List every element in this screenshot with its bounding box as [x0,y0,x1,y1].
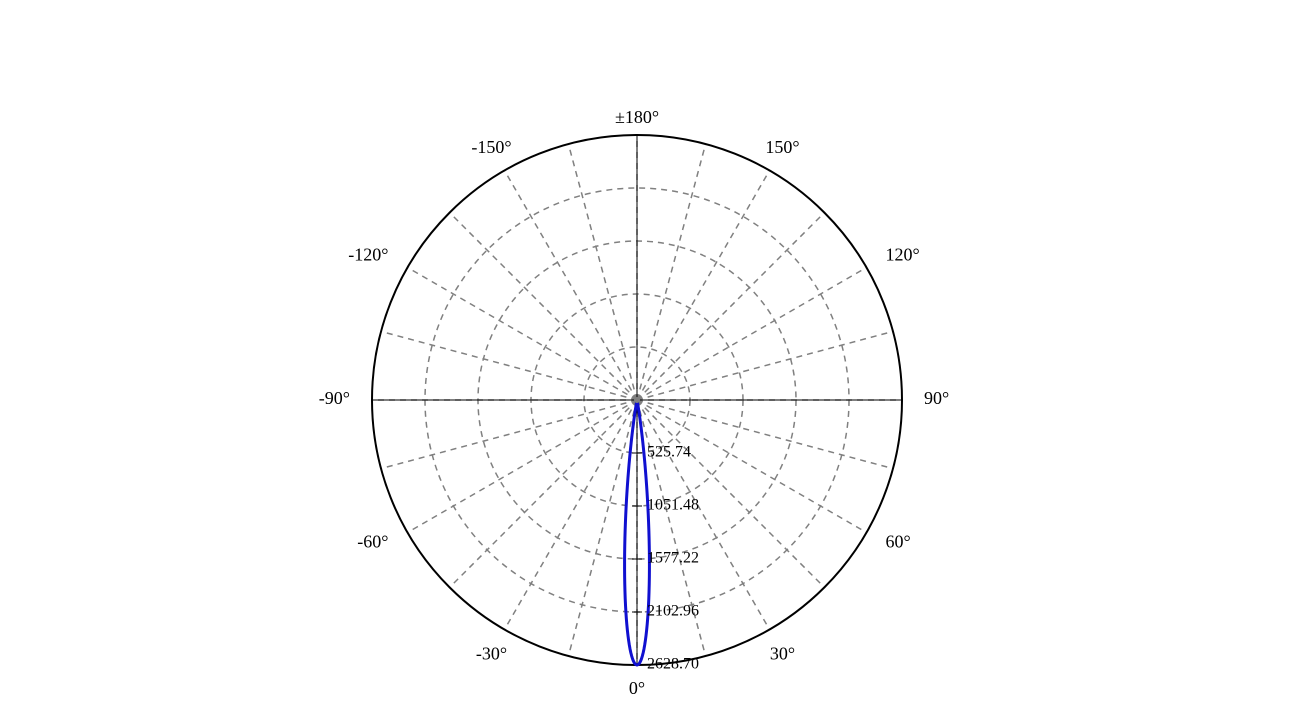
grid-spoke [408,400,637,533]
center-dot [634,397,640,403]
radial-label: 2102.96 [647,603,699,620]
angle-label: -90° [319,388,350,408]
grid-spoke [637,400,770,629]
polar-chart: ±180° -150° -120° -90° -60° -30° 0° 30° 60° 90° 12… [0,0,1313,713]
grid-spoke [637,171,770,400]
angle-label: -30° [476,644,507,664]
grid-spoke [408,268,637,401]
angle-label: 0° [629,678,645,698]
grid-spoke [450,213,637,400]
radial-label: 1051.48 [647,497,699,514]
grid-spoke [637,144,706,400]
radial-label: 2628.70 [647,656,699,673]
grid-spoke [637,331,893,400]
grid-spoke [381,400,637,469]
grid-spoke [637,268,866,401]
grid-spoke [381,331,637,400]
angle-label: 60° [886,532,911,552]
grid-spoke [637,213,824,400]
angle-label: -60° [357,532,388,552]
grid-spoke [505,400,638,629]
grid-spoke [450,400,637,587]
angle-label: -150° [471,137,511,157]
angle-label: 30° [770,644,795,664]
grid-spoke [505,171,638,400]
radial-label: 525.74 [647,444,691,461]
grid-spoke [568,144,637,400]
angle-label: -120° [348,245,388,265]
angle-label: 120° [886,245,920,265]
angle-label: ±180° [615,107,659,127]
angle-label: 150° [765,137,799,157]
polar-svg: ±180° -150° -120° -90° -60° -30° 0° 30° 60° 90° 12… [0,0,1313,713]
angle-label: 90° [924,388,949,408]
radial-label: 1577.22 [647,550,699,567]
